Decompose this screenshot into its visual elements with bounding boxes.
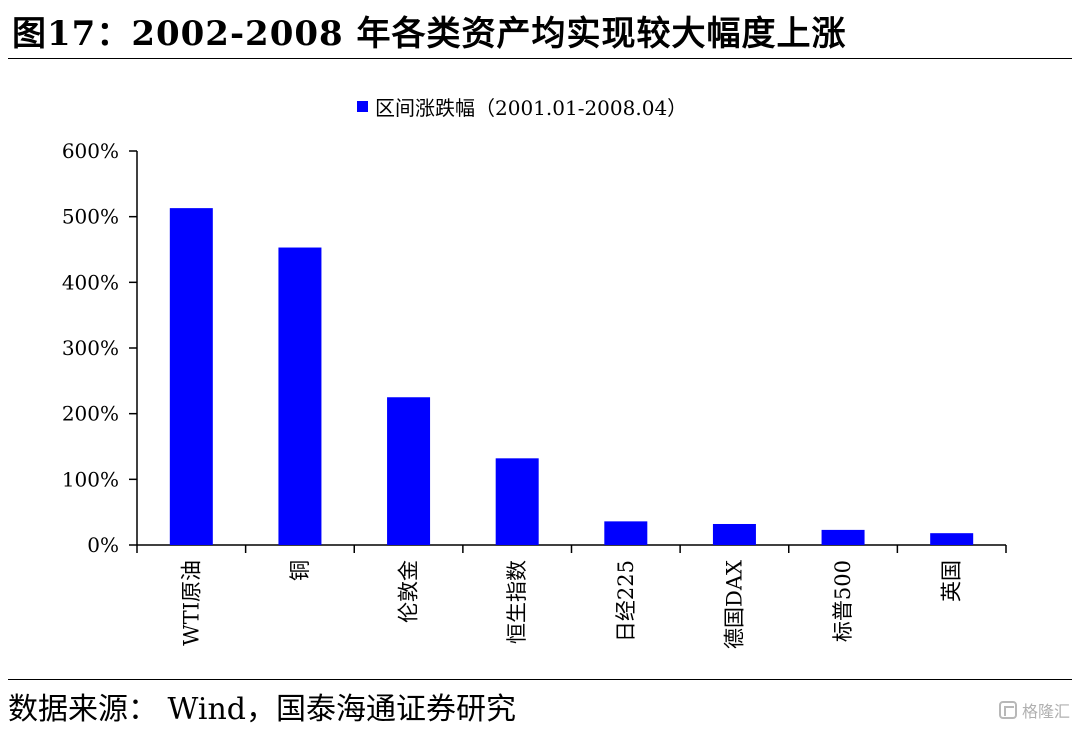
bar	[387, 397, 431, 545]
chart-title: 图17：2002-2008 年各类资产均实现较大幅度上涨	[12, 14, 847, 54]
bar	[821, 529, 865, 545]
legend-label: 区间涨跌幅（2001.01-2008.04）	[375, 96, 688, 120]
y-tick-label: 400%	[62, 270, 119, 294]
bar	[712, 523, 756, 545]
bar	[278, 247, 322, 545]
bar-chart: 0% 100% 200% 300% 400% 500% 600% WTI原油 铜 伦敦金 恒生指数 日…	[62, 139, 1007, 649]
legend-swatch	[357, 101, 368, 112]
bar	[930, 533, 974, 545]
y-tick-label: 500%	[62, 205, 119, 229]
bar	[495, 458, 539, 545]
bar	[604, 521, 648, 545]
x-category-label: 标普500	[831, 560, 855, 642]
chart-legend: 区间涨跌幅（2001.01-2008.04）	[357, 92, 687, 121]
y-tick-label: 100%	[62, 467, 119, 491]
title-divider	[8, 58, 1072, 59]
x-category-label: 铜	[288, 560, 312, 581]
y-tick-label: 200%	[62, 402, 119, 426]
x-category-label: 日经225	[614, 560, 638, 642]
x-category-label: 恒生指数	[505, 560, 529, 644]
y-tick-label: 300%	[62, 336, 119, 360]
y-tick-label: 0%	[87, 533, 119, 557]
bar	[169, 208, 213, 545]
y-tick-label: 600%	[62, 139, 119, 163]
x-category-label: WTI原油	[179, 560, 203, 646]
x-category-label: 德国DAX	[722, 560, 746, 649]
watermark-text: 格隆汇	[1021, 702, 1070, 721]
watermark-logo-icon	[998, 701, 1017, 719]
source-note: 数据来源： Wind，国泰海通证券研究	[8, 692, 516, 727]
footer-divider	[8, 679, 1072, 680]
x-category-label: 英国	[940, 560, 964, 602]
watermark: 格隆汇	[998, 698, 1070, 722]
x-category-label: 伦敦金	[397, 560, 421, 623]
